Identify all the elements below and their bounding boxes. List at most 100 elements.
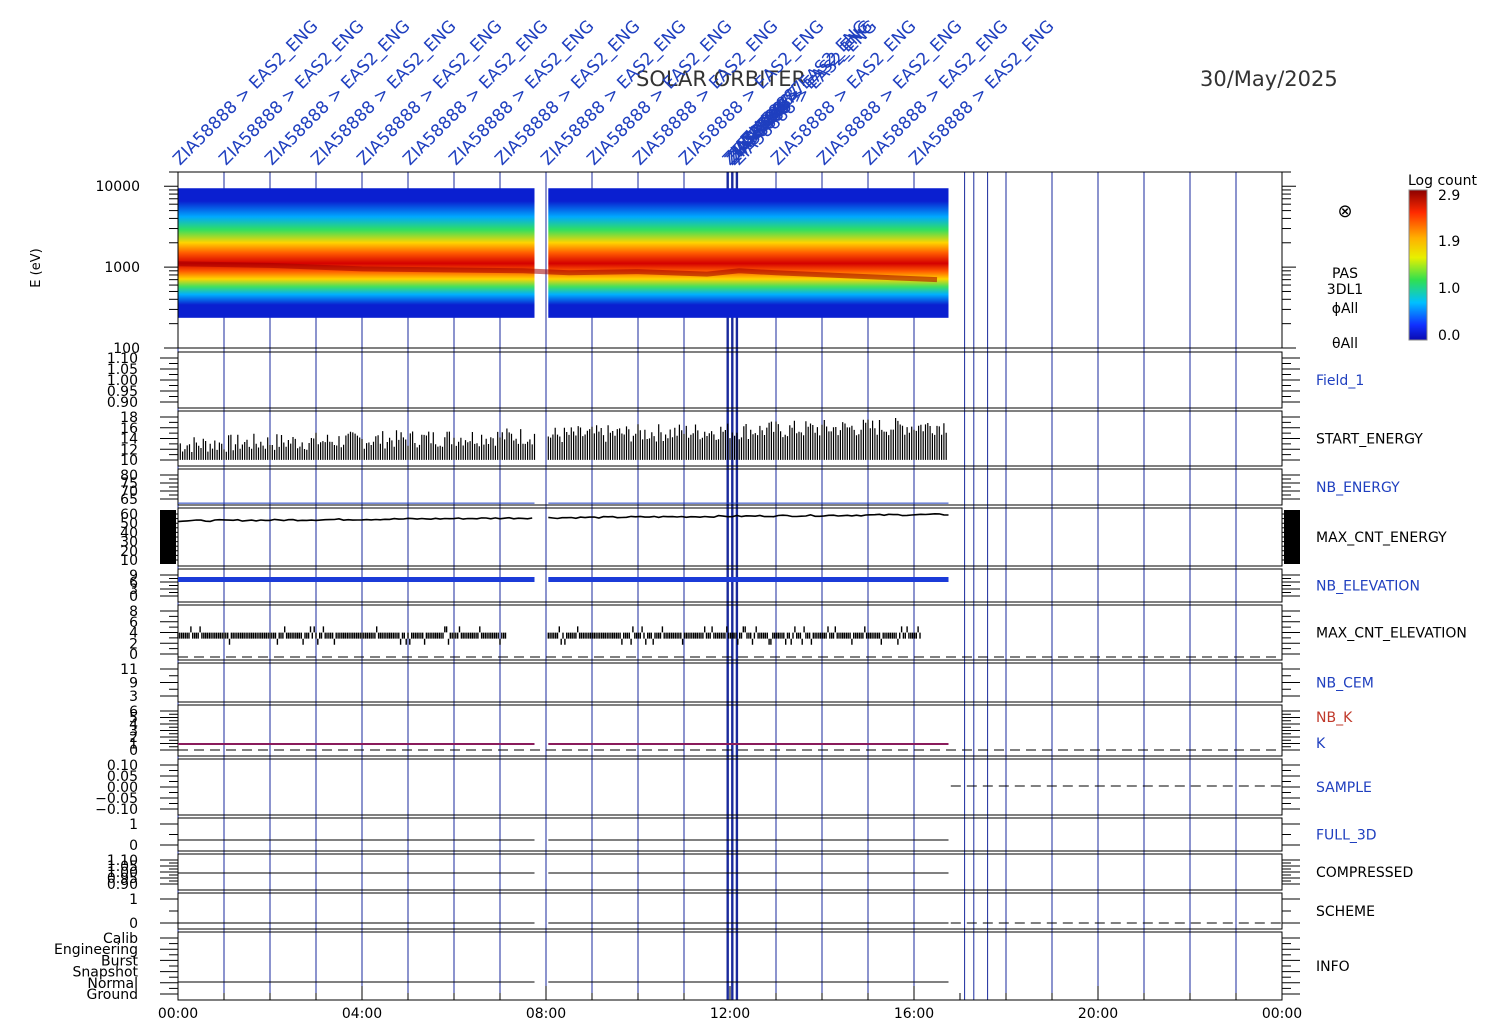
peak-energy-ridge (177, 261, 938, 283)
colorbar-title: Log count (1408, 173, 1477, 189)
panel-ytick-label: 1.05 (107, 362, 138, 378)
panel-ytick-label: Snapshot (73, 965, 139, 981)
panel-sample: 0.100.050.00−0.05−0.10 SAMPLE (95, 758, 1372, 818)
spectrogram-ytick-label: 10000 (95, 179, 140, 195)
panel-label: MAX_CNT_ENERGY (1316, 530, 1447, 546)
panel-ytick-label: 75 (120, 476, 138, 492)
panel-ytick-label: −0.10 (95, 802, 138, 818)
colorbar-gradient (1408, 189, 1428, 341)
start-energy-trace (547, 418, 947, 460)
nb-elevation-trace (548, 577, 949, 582)
panel-label: SCHEME (1316, 904, 1375, 920)
panel-field-1: 1.101.051.000.950.90 Field_1 (107, 351, 1364, 411)
panel-ytick-label: 20 (120, 544, 138, 560)
panel-ytick-label: 30 (120, 535, 138, 551)
panel-ytick-label: 18 (120, 410, 138, 426)
x-tick-label: 08:00 (526, 1006, 566, 1020)
x-tick-label: 04:00 (342, 1006, 382, 1020)
panel-ytick-label: 1.10 (107, 351, 138, 367)
panel-ytick-label: 1.00 (107, 865, 138, 881)
spectrogram-ylabel: E (eV) (29, 248, 44, 287)
spectrogram-side-label: θAll (1332, 336, 1358, 352)
panel-ytick-label: 4 (129, 626, 138, 642)
panel-ytick-label: 0 (129, 916, 138, 932)
panel-frame (177, 892, 1283, 930)
panel-ytick-label: 3 (129, 689, 138, 705)
panel-frame (177, 662, 1283, 703)
panel-frame (177, 853, 1283, 891)
panel-label: NB_K (1316, 710, 1353, 726)
panel-ytick-label: 5 (129, 711, 138, 727)
panel-ytick-label: 0 (129, 838, 138, 854)
panel-frame (177, 351, 1283, 409)
panel-ytick-label: 50 (120, 516, 138, 532)
panel-ytick-label: 8 (129, 604, 138, 620)
panel-scheme: 1 0 SCHEME (129, 892, 1375, 932)
panel-ytick-label: 1 (129, 737, 138, 753)
panel-ytick-label: Normal (87, 976, 138, 992)
panel-ytick-label: 2 (129, 730, 138, 746)
panel-ytick-label: 0 (129, 647, 138, 663)
panel-ytick-label: Ground (87, 987, 139, 1003)
panel-label: NB_ENERGY (1316, 480, 1400, 496)
panel-ytick-label: 0.05 (107, 769, 138, 785)
panel-label: NB_CEM (1316, 676, 1374, 692)
x-tick-label: 00:00 (1262, 1006, 1302, 1020)
panel-ytick-label: 65 (120, 492, 138, 508)
max-cnt-energy-edge-block (160, 510, 176, 564)
panel-ytick-label: 9 (129, 568, 138, 584)
panel-ytick-label: 0.90 (107, 877, 138, 893)
panel-stack: 1.101.051.000.950.90Field_11816141210STA… (54, 351, 1467, 1003)
panel-ytick-label: 60 (120, 507, 138, 523)
max-cnt-elevation-trace (177, 626, 507, 645)
spectrogram-side-label: 3DL1 (1327, 282, 1363, 298)
spectrogram-side-label: PAS (1332, 266, 1358, 282)
max-cnt-elevation-trace (547, 626, 921, 645)
title-date: 30/May/2025 (1200, 67, 1338, 91)
x-axis: 00:00 04:00 08:00 12:00 16:00 20:00 00:00 (158, 986, 1302, 1020)
panel-frame (177, 568, 1283, 603)
spectrogram-frame (177, 171, 1283, 349)
panel-ytick-label: 12 (120, 442, 138, 458)
spectrogram-ytick-label: 1000 (104, 260, 140, 276)
nb-elevation-trace (178, 577, 535, 582)
panel-label-extra: K (1316, 736, 1326, 752)
panel-ytick-label: 40 (120, 525, 138, 541)
panel-ytick-label: 9 (129, 676, 138, 692)
panel-label: COMPRESSED (1316, 865, 1413, 881)
panel-full-3d: 1 0 FULL_3D (129, 817, 1377, 854)
title-mission: SOLAR ORBITER (636, 67, 806, 91)
panel-ytick-label: 1.10 (107, 853, 138, 869)
panel-ytick-label: 1 (129, 892, 138, 908)
panel-frame (177, 604, 1283, 661)
panel-ytick-label: Calib (103, 931, 138, 947)
panel-ytick-label: 6 (129, 575, 138, 591)
panel-ytick-label: Burst (101, 953, 139, 969)
panel-compressed: 1.101.051.000.950.90 COMPRESSED (107, 853, 1413, 893)
colorbar-tick-label: 1.0 (1438, 281, 1460, 297)
panel-ytick-label: 10 (120, 453, 138, 469)
direction-symbol: ⊗ (1337, 201, 1352, 222)
panel-frame (177, 758, 1283, 816)
max-cnt-energy-edge-block (1284, 510, 1300, 564)
panel-ytick-label: 0.95 (107, 384, 138, 400)
panel-frame (177, 468, 1283, 506)
spectrogram-block (178, 188, 535, 318)
panel-ytick-label: 6 (129, 704, 138, 720)
panel-label: NB_ELEVATION (1316, 579, 1420, 595)
panel-label: SAMPLE (1316, 780, 1372, 796)
panel-ytick-label: Engineering (54, 942, 138, 958)
colorbar-tick-label: 0.0 (1438, 328, 1460, 344)
panel-ytick-label: 70 (120, 484, 138, 500)
x-tick-label: 00:00 (158, 1006, 198, 1020)
panel-ytick-label: 0.10 (107, 758, 138, 774)
